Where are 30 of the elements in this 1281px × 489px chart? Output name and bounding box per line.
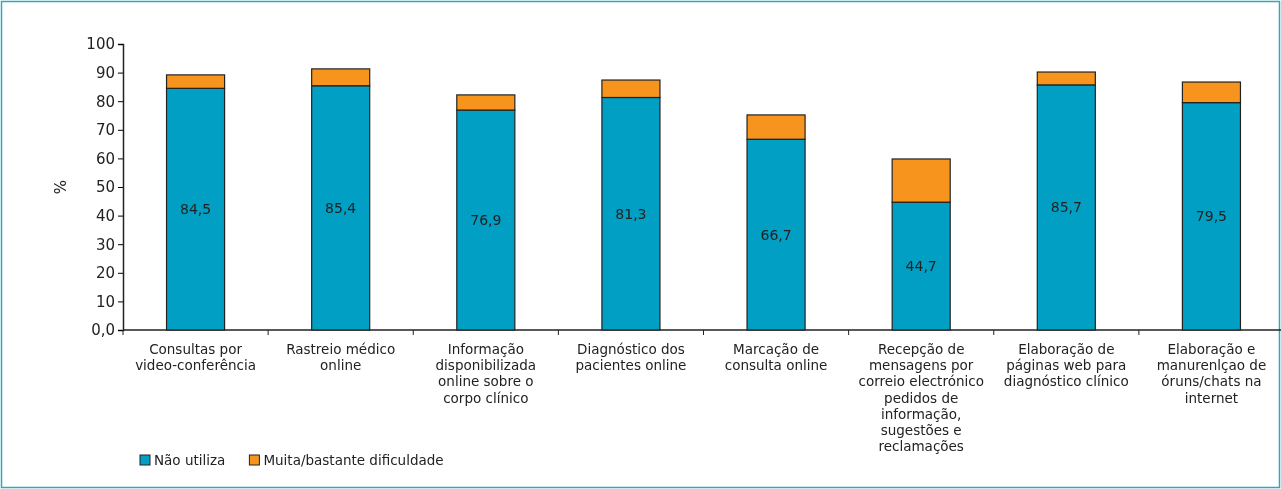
legend-label: Não utiliza [154, 452, 226, 468]
x-tick-label: Elaboração e manurenlçao de óruns/chats na internet [1156, 341, 1267, 406]
x-tick-label: Diagnóstico dos pacientes online [575, 341, 687, 374]
x-tick-label: Marcação de consulta online [724, 341, 828, 374]
y-axis-title: % [52, 179, 70, 195]
data-label: 79,5 [1195, 208, 1228, 225]
y-tick-label: 90 [95, 63, 115, 82]
y-tick-label: 0,0 [91, 321, 115, 340]
data-label: 66,7 [760, 226, 792, 243]
y-tick-label: 80 [95, 92, 115, 111]
x-tick-label: Recepção de mensagens por correio electrónico pedidos de informação, sugestões e reclamações [858, 341, 984, 455]
data-label: 44,7 [905, 258, 937, 275]
x-tick-label: Consultas por video-conferência [135, 341, 256, 374]
y-tick-label: 40 [95, 206, 115, 225]
y-tick-label: 20 [95, 264, 115, 283]
data-label: 76,9 [470, 212, 502, 229]
y-tick-label: 100 [86, 35, 115, 54]
y-tick-label: 10 [95, 292, 115, 311]
data-label: 81,3 [615, 205, 647, 222]
data-label: 85,4 [325, 199, 357, 216]
x-tick-label: Informação disponibilizada online sobre o corpo clínico [435, 341, 537, 406]
data-label: 85,7 [1050, 199, 1082, 216]
legend-label: Muita/bastante dificuldade [263, 452, 444, 468]
data-label: 84,5 [179, 201, 212, 218]
x-tick-label: Elaboração de páginas web para diagnóstico clínico [1003, 341, 1129, 390]
y-tick-label: 70 [95, 121, 115, 140]
x-tick-label: Rastreio médico online [286, 341, 396, 374]
y-tick-label: 30 [95, 235, 115, 254]
y-tick-label: 50 [95, 178, 115, 197]
y-tick-label: 60 [95, 149, 115, 168]
